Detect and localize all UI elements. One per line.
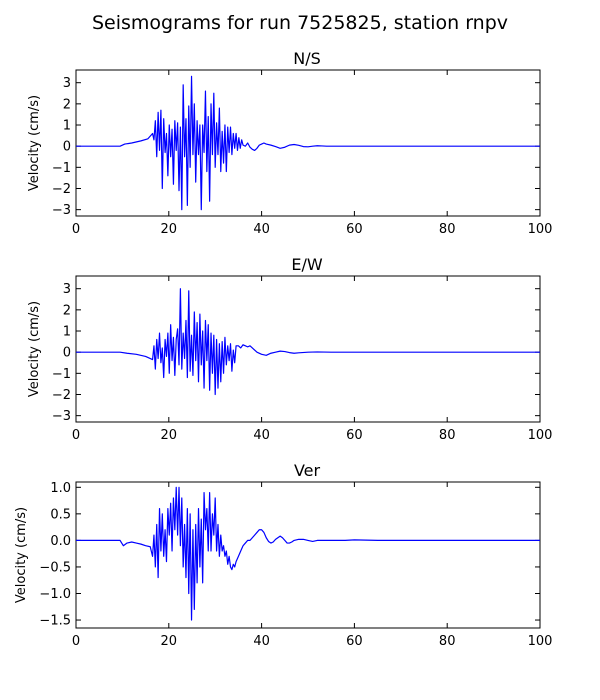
y-tick-label-ver-1: −1.0 <box>39 587 71 602</box>
y-tick-label-ew-2: −1 <box>52 367 71 382</box>
x-tick-label-ns-40: 40 <box>253 222 270 237</box>
y-tick-label-ver-2: −0.5 <box>39 560 71 575</box>
x-tick-label-ew-80: 80 <box>439 428 456 443</box>
panel-ver: Ver Velocity (cm/s) 0 20 40 60 80 100 −1.5 −1.0… <box>14 461 552 649</box>
plot-area-ew <box>75 275 541 423</box>
y-tick-label-ew-6: 3 <box>63 282 71 297</box>
y-axis-label-ns: Velocity (cm/s) <box>27 95 42 191</box>
series-line-ver <box>76 486 540 621</box>
y-tick-label-ns-5: 2 <box>63 97 71 112</box>
figure-title: Seismograms for run 7525825, station rnp… <box>92 12 508 34</box>
x-tick-label-ver-20: 20 <box>161 634 178 649</box>
x-tick-label-ew-0: 0 <box>72 428 80 443</box>
x-tick-label-ver-60: 60 <box>346 634 363 649</box>
y-tick-label-ew-1: −2 <box>52 388 71 403</box>
x-tick-label-ver-40: 40 <box>253 634 270 649</box>
y-tick-label-ns-2: −1 <box>52 161 71 176</box>
y-tick-label-ns-4: 1 <box>63 119 71 134</box>
x-tick-label-ew-20: 20 <box>161 428 178 443</box>
series-line-ew <box>76 288 540 396</box>
y-tick-label-ns-6: 3 <box>63 76 71 91</box>
y-tick-label-ns-3: 0 <box>63 140 71 155</box>
panel-ew: E/W Velocity (cm/s) 0 20 40 60 80 100 −3 −2 −1 0 1… <box>27 255 552 443</box>
panel-ns: N/S Velocity (cm/s) 0 20 40 60 80 100 −3 −2 −1 0 1… <box>27 49 552 237</box>
y-tick-label-ver-3: 0.0 <box>50 534 71 549</box>
y-tick-label-ver-0: −1.5 <box>39 614 71 629</box>
x-tick-label-ns-20: 20 <box>161 222 178 237</box>
x-tick-label-ew-60: 60 <box>346 428 363 443</box>
panel-title-ns: N/S <box>293 49 321 68</box>
y-tick-label-ew-3: 0 <box>63 346 71 361</box>
x-tick-label-ns-0: 0 <box>72 222 80 237</box>
plot-area-ns <box>75 69 541 217</box>
x-tick-label-ew-100: 100 <box>528 428 553 443</box>
panel-title-ew: E/W <box>291 255 323 274</box>
series-line-ns <box>76 75 540 211</box>
y-axis-label-ew: Velocity (cm/s) <box>27 301 42 397</box>
x-tick-label-ns-60: 60 <box>346 222 363 237</box>
x-tick-label-ew-40: 40 <box>253 428 270 443</box>
x-tick-label-ns-100: 100 <box>528 222 553 237</box>
y-tick-label-ew-4: 1 <box>63 325 71 340</box>
panel-title-ver: Ver <box>294 461 321 480</box>
x-tick-label-ver-0: 0 <box>72 634 80 649</box>
y-tick-label-ver-4: 0.5 <box>50 507 71 522</box>
y-axis-label-ver: Velocity (cm/s) <box>14 507 29 603</box>
x-tick-label-ver-80: 80 <box>439 634 456 649</box>
y-tick-label-ver-5: 1.0 <box>50 481 71 496</box>
y-tick-label-ns-1: −2 <box>52 182 71 197</box>
plot-area-ver <box>75 481 541 629</box>
y-tick-label-ew-0: −3 <box>52 409 71 424</box>
x-tick-label-ns-80: 80 <box>439 222 456 237</box>
x-tick-label-ver-100: 100 <box>528 634 553 649</box>
y-tick-label-ew-5: 2 <box>63 303 71 318</box>
y-tick-label-ns-0: −3 <box>52 203 71 218</box>
